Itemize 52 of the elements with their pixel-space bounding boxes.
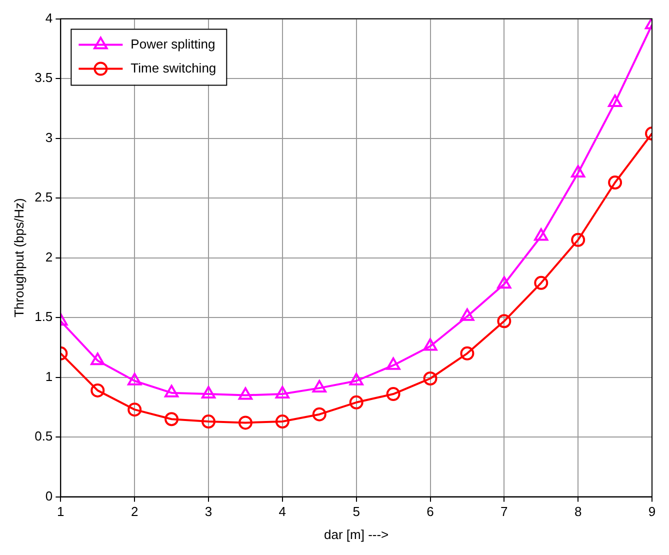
legend-label: Power splitting [130, 36, 216, 52]
point [497, 276, 512, 289]
point [571, 232, 586, 247]
point [202, 414, 216, 429]
x-tick-label: 2 [130, 504, 138, 520]
point [386, 387, 400, 402]
point [534, 276, 548, 290]
point [128, 372, 142, 386]
x-tick-label: 8 [574, 504, 582, 520]
y-tick-label: 4 [45, 10, 53, 26]
point [608, 176, 622, 190]
point [423, 338, 438, 351]
point [275, 386, 290, 399]
y-tick-label: 0 [45, 488, 53, 504]
point [128, 402, 142, 417]
point [164, 384, 179, 398]
point [275, 414, 290, 429]
point [534, 228, 548, 241]
point [90, 383, 105, 398]
x-tick-label: 3 [204, 504, 212, 520]
point [608, 94, 622, 107]
point [571, 164, 586, 178]
point [238, 387, 253, 400]
point [423, 371, 438, 386]
point [460, 308, 474, 321]
y-axis-title: Throughput (bps/Hz) [11, 198, 26, 318]
x-tick-label: 9 [648, 504, 656, 520]
point [201, 386, 216, 399]
point [312, 407, 326, 422]
x-tick-label: 1 [57, 504, 64, 520]
x-axis-title: dar [m] ---> [324, 526, 389, 542]
y-tick-label: 3 [45, 130, 53, 145]
point [238, 416, 252, 430]
y-tick-label: 3.5 [34, 70, 53, 86]
point [90, 352, 105, 366]
point [497, 314, 512, 328]
y-tick-label: 2.5 [34, 190, 53, 205]
point [349, 372, 364, 386]
y-tick-label: 1 [45, 368, 53, 384]
point [164, 412, 179, 426]
y-tick-label: 1.5 [34, 309, 53, 324]
point [312, 380, 326, 393]
legend-label: Time switching [130, 60, 216, 76]
x-tick-label: 4 [278, 504, 286, 520]
y-tick-label: 2 [45, 249, 53, 264]
x-tick-label: 5 [352, 504, 360, 520]
x-tick-label: 6 [426, 504, 434, 520]
point [460, 346, 474, 360]
x-tick-label: 7 [500, 504, 508, 520]
point [349, 395, 364, 410]
point [386, 357, 400, 370]
y-tick-label: 0.5 [34, 428, 53, 444]
